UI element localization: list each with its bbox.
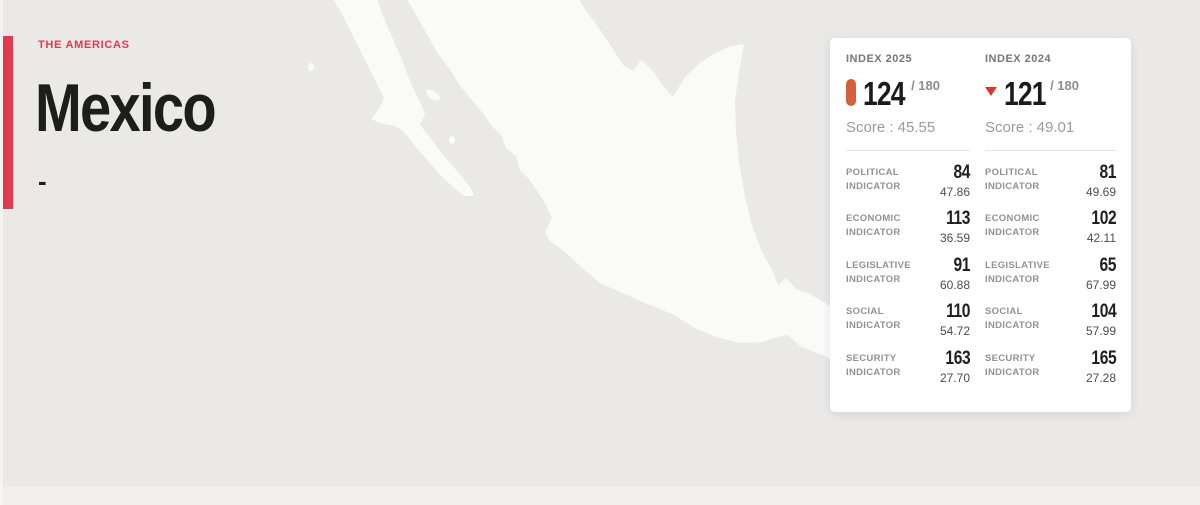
subtitle-placeholder: - bbox=[38, 166, 47, 196]
indicator-label: POLITICAL INDICATOR bbox=[985, 166, 1040, 192]
island-shape bbox=[426, 89, 440, 101]
index-year-label: INDEX 2025 bbox=[846, 53, 913, 65]
indicator-values: 91 60.88 bbox=[939, 254, 970, 292]
score-line: Score : 49.01 bbox=[985, 119, 1075, 136]
indicator-row: SOCIAL INDICATOR 110 54.72 bbox=[846, 301, 970, 338]
indicator-values: 113 36.59 bbox=[939, 208, 970, 245]
index-year-label: INDEX 2024 bbox=[985, 53, 1052, 65]
indicator-values: 110 54.72 bbox=[939, 301, 970, 338]
indicator-row: LEGISLATIVE INDICATOR 65 67.99 bbox=[985, 254, 1116, 292]
indicator-label: LEGISLATIVE INDICATOR bbox=[985, 259, 1050, 285]
indicator-label: ECONOMIC INDICATOR bbox=[985, 213, 1040, 239]
indicator-label: SOCIAL INDICATOR bbox=[985, 306, 1040, 332]
index-score-card: INDEX 2025 124 / 180 Score : 45.55 POLIT… bbox=[830, 38, 1131, 412]
indicator-values: 165 27.28 bbox=[1085, 347, 1116, 385]
rank-row: 124 / 180 bbox=[846, 77, 970, 110]
indicator-label: POLITICAL INDICATOR bbox=[846, 166, 901, 192]
indicator-label: SECURITY INDICATOR bbox=[985, 352, 1040, 378]
accent-red-bar bbox=[3, 36, 13, 209]
indicator-values: 84 47.86 bbox=[939, 161, 970, 199]
divider bbox=[846, 150, 970, 151]
rank-out-of: / 180 bbox=[911, 78, 940, 93]
indicator-row: SECURITY INDICATOR 165 27.28 bbox=[985, 347, 1116, 385]
indicator-row: ECONOMIC INDICATOR 113 36.59 bbox=[846, 208, 970, 245]
island-shape bbox=[449, 136, 455, 144]
indicator-row: SOCIAL INDICATOR 104 57.99 bbox=[985, 301, 1116, 338]
score-line: Score : 45.55 bbox=[846, 119, 936, 136]
indicator-row: POLITICAL INDICATOR 81 49.69 bbox=[985, 161, 1116, 199]
rank-row: 121 / 180 bbox=[985, 77, 1116, 110]
indicator-values: 81 49.69 bbox=[1085, 161, 1116, 199]
indicator-label: LEGISLATIVE INDICATOR bbox=[846, 259, 911, 285]
index-2025-column: INDEX 2025 124 / 180 Score : 45.55 POLIT… bbox=[846, 53, 970, 412]
rank-marker-pill-icon bbox=[846, 79, 856, 106]
indicator-label: SOCIAL INDICATOR bbox=[846, 306, 901, 332]
indicator-row: ECONOMIC INDICATOR 102 42.11 bbox=[985, 208, 1117, 245]
island-shape bbox=[308, 63, 314, 71]
page-left-edge bbox=[0, 0, 3, 505]
indicator-values: 102 42.11 bbox=[1086, 208, 1117, 245]
page-title: Mexico bbox=[35, 69, 217, 146]
section-divider-band bbox=[0, 487, 1200, 505]
indicator-label: ECONOMIC INDICATOR bbox=[846, 213, 901, 239]
trend-down-icon bbox=[985, 87, 997, 96]
indicator-row: SECURITY INDICATOR 163 27.70 bbox=[846, 347, 970, 385]
indicator-values: 163 27.70 bbox=[939, 347, 970, 385]
baja-california-shape bbox=[334, 0, 474, 196]
indicator-row: POLITICAL INDICATOR 84 47.86 bbox=[846, 161, 970, 199]
divider bbox=[985, 150, 1116, 151]
indicator-values: 65 67.99 bbox=[1085, 254, 1116, 292]
indicator-row: LEGISLATIVE INDICATOR 91 60.88 bbox=[846, 254, 970, 292]
indicator-values: 104 57.99 bbox=[1085, 301, 1116, 338]
index-2024-column: INDEX 2024 121 / 180 Score : 49.01 POLIT… bbox=[985, 53, 1116, 412]
rank-value: 121 bbox=[1004, 75, 1046, 112]
rank-out-of: / 180 bbox=[1050, 78, 1079, 93]
mexico-mainland-shape bbox=[406, 0, 879, 366]
rank-value: 124 bbox=[863, 75, 905, 112]
indicator-label: SECURITY INDICATOR bbox=[846, 352, 901, 378]
region-breadcrumb-link[interactable]: THE AMERICAS bbox=[38, 39, 130, 51]
